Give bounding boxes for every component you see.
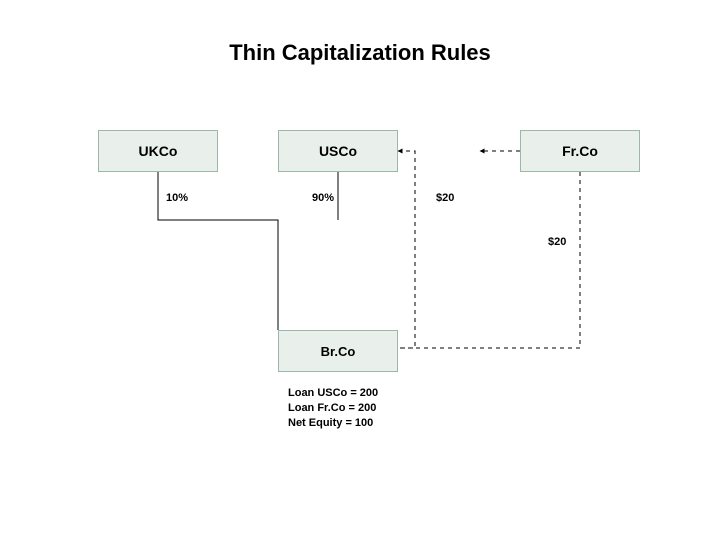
brco-note-line: Loan USCo = 200: [288, 386, 378, 401]
entity-ukco-label: UKCo: [139, 143, 178, 159]
diagram-stage: Thin Capitalization Rules UKCo USCo Fr.C…: [0, 0, 720, 540]
label-frco-flow-amount: $20: [548, 236, 566, 248]
entity-brco-label: Br.Co: [321, 344, 356, 359]
label-usco-ownership-pct: 90%: [312, 192, 334, 204]
brco-notes: Loan USCo = 200Loan Fr.Co = 200Net Equit…: [288, 386, 378, 431]
brco-note-line: Net Equity = 100: [288, 416, 378, 431]
entity-usco: USCo: [278, 130, 398, 172]
entity-frco-label: Fr.Co: [562, 143, 598, 159]
entity-brco: Br.Co: [278, 330, 398, 372]
entity-frco: Fr.Co: [520, 130, 640, 172]
brco-note-line: Loan Fr.Co = 200: [288, 401, 378, 416]
label-usco-flow-amount: $20: [436, 192, 454, 204]
label-ukco-ownership-pct: 10%: [166, 192, 188, 204]
page-title: Thin Capitalization Rules: [0, 40, 720, 66]
entity-usco-label: USCo: [319, 143, 357, 159]
entity-ukco: UKCo: [98, 130, 218, 172]
connector-lines: [0, 0, 720, 540]
